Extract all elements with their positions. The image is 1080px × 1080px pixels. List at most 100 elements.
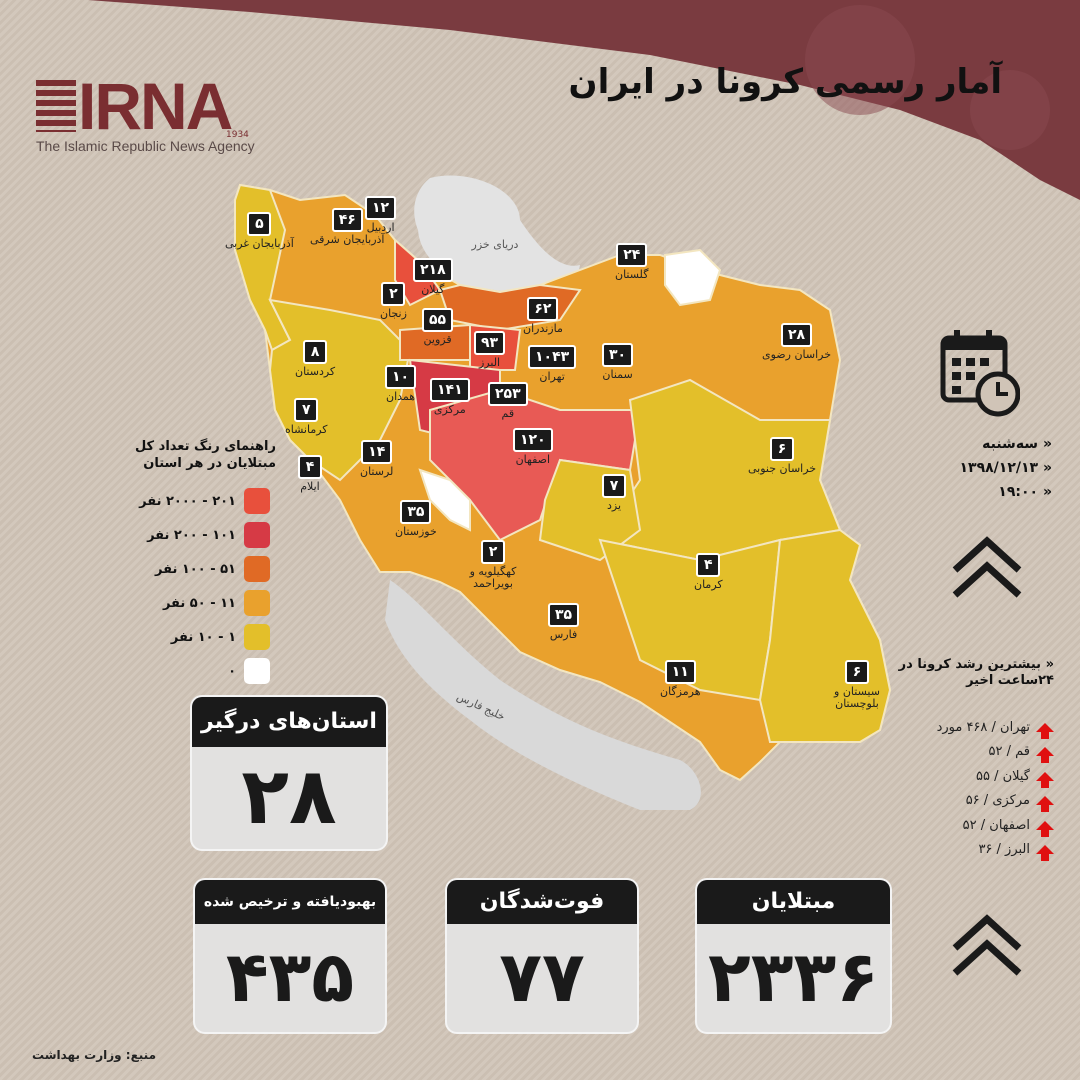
- calendar-clock-icon: [940, 330, 1020, 417]
- province-cases: ۲۴: [616, 243, 648, 267]
- legend-item: ۱ - ۱۰ نفر: [171, 624, 270, 650]
- chevron-icon: «: [1042, 484, 1052, 500]
- arrow-up-icon: [1036, 796, 1054, 813]
- province-name: آذربایجان غربی: [225, 237, 294, 250]
- province-marker: ۱۲ اردبیل: [365, 196, 397, 234]
- province-cases: ۴۶: [331, 208, 363, 232]
- province-cases: ۷: [602, 474, 626, 498]
- province-marker: ۳۰ سمنان: [602, 343, 634, 381]
- province-cases: ۲۵۳: [488, 382, 528, 406]
- province-marker: ۶ خراسان جنوبی: [748, 437, 816, 475]
- growth-item: تهران / ۴۶۸ مورد: [937, 715, 1054, 740]
- region-nonaffected-ne: [664, 248, 722, 307]
- province-name: البرز: [479, 356, 501, 369]
- legend-swatch: [244, 488, 270, 514]
- province-name: کرمانشاه: [285, 423, 328, 436]
- province-marker: ۳۵ فارس: [548, 603, 580, 641]
- region-sistan: [758, 528, 892, 743]
- province-name: خوزستان: [395, 525, 437, 538]
- source-note: منبع: وزارت بهداشت: [32, 1048, 157, 1062]
- page-title: آمار رسمی کرونا در ایران: [568, 62, 1002, 102]
- province-cases: ۸: [303, 340, 328, 364]
- growth-list: تهران / ۴۶۸ مورد قم / ۵۲ گیلان / ۵۵ مرکزی /…: [937, 715, 1054, 862]
- caspian-sea: [414, 175, 580, 295]
- province-name: اصفهان: [515, 453, 551, 466]
- province-marker: ۲ کهگیلویه و بویراحمد: [448, 540, 538, 590]
- legend-label: ۲۰۱ - ۲۰۰۰ نفر: [139, 493, 236, 509]
- chevron-icon: «: [1042, 460, 1052, 476]
- province-marker: ۷ یزد: [602, 474, 626, 512]
- province-name: هرمزگان: [660, 685, 701, 698]
- province-name: ایلام: [300, 480, 320, 493]
- province-cases: ۶: [845, 660, 869, 684]
- growth-item: اصفهان / ۵۲: [937, 813, 1054, 838]
- province-name: مازندران: [523, 322, 563, 335]
- province-marker: ۲ زنجان: [380, 282, 407, 320]
- province-marker: ۴ کرمان: [694, 553, 723, 591]
- province-marker: ۴ ایلام: [298, 455, 322, 493]
- province-name: کهگیلویه و بویراحمد: [469, 565, 517, 590]
- persian-gulf: [385, 580, 701, 810]
- province-name: گلستان: [615, 268, 649, 281]
- province-marker: ۹۳ البرز: [474, 331, 506, 369]
- arrow-up-icon: [1036, 771, 1054, 788]
- legend-label: ۰: [228, 663, 236, 679]
- province-name: همدان: [386, 390, 416, 403]
- province-marker: ۶۲ مازندران: [523, 297, 563, 335]
- date-panel: « سه‌شنبه « ۱۳۹۸/۱۲/۱۳ « ۱۹:۰۰: [959, 436, 1052, 508]
- province-marker: ۱۲۰ اصفهان: [513, 428, 553, 466]
- province-cases: ۷: [294, 398, 319, 422]
- province-name: گیلان: [421, 283, 445, 296]
- province-name: فارس: [549, 628, 578, 641]
- province-marker: ۷ کرمانشاه: [285, 398, 328, 436]
- province-marker: ۱۴۱ مرکزی: [430, 378, 470, 416]
- province-name: مرکزی: [433, 403, 466, 416]
- province-cases: ۶۲: [527, 297, 559, 321]
- province-marker: ۲۱۸ گیلان: [413, 258, 453, 296]
- province-name: آذربایجان شرقی: [310, 233, 385, 246]
- arrow-up-icon: [1036, 820, 1054, 837]
- growth-item: البرز / ۳۶: [937, 838, 1054, 863]
- province-cases: ۱۰: [385, 365, 417, 389]
- province-cases: ۵۵: [422, 308, 454, 332]
- legend-label: ۱ - ۱۰ نفر: [170, 629, 236, 645]
- arrow-up-icon: [1036, 747, 1054, 764]
- date: ۱۳۹۸/۱۲/۱۳: [959, 460, 1039, 476]
- province-marker: ۱۰ همدان: [385, 365, 417, 403]
- province-marker: ۱۱ هرمزگان: [660, 660, 701, 698]
- legend-item: ۰: [228, 658, 270, 684]
- province-marker: ۴۶ آذربایجان شرقی: [310, 208, 384, 246]
- province-name: کرمان: [694, 578, 723, 591]
- province-cases: ۳۵: [548, 603, 580, 627]
- province-name: خراسان رضوی: [762, 348, 832, 361]
- province-cases: ۹۳: [474, 331, 506, 355]
- legend-title: راهنمای رنگ تعداد کل مبتلایان در هر استا…: [134, 439, 276, 471]
- province-cases: ۵: [247, 212, 272, 236]
- arrow-up-icon: [1036, 722, 1054, 739]
- growth-title: « بیشترین رشد کرونا در ۲۴ساعت اخیر: [898, 657, 1054, 688]
- province-name: سیستان و بلوچستان: [834, 685, 880, 710]
- province-name: اردبیل: [366, 221, 395, 234]
- double-chevron-up-icon: [952, 914, 1022, 976]
- arrow-up-icon: [1036, 845, 1054, 862]
- province-marker: ۲۵۳ قم: [488, 382, 528, 420]
- province-marker: ۱۴ لرستان: [360, 440, 393, 478]
- card-recovered: بهبودیافته و ترخیص شده ۴۳۵: [195, 880, 385, 1032]
- weekday: سه‌شنبه: [982, 436, 1039, 452]
- growth-item: قم / ۵۲: [937, 740, 1054, 765]
- province-marker: ۲۸ خراسان رضوی: [762, 323, 831, 361]
- caspian-sea-label: دریای خزر: [471, 238, 519, 251]
- legend-swatch: [244, 590, 270, 616]
- province-name: قم: [501, 407, 515, 420]
- province-cases: ۲۸: [780, 323, 813, 347]
- province-cases: ۴: [298, 455, 322, 479]
- province-name: لرستان: [360, 465, 394, 478]
- chevron-icon: «: [1042, 436, 1052, 452]
- double-chevron-up-icon: [952, 536, 1022, 598]
- province-name: تهران: [539, 370, 565, 383]
- province-name: سمنان: [602, 368, 633, 381]
- province-cases: ۶: [770, 437, 795, 461]
- card-deaths: فوت‌شدگان ۷۷: [447, 880, 637, 1032]
- legend-swatch: [244, 556, 270, 582]
